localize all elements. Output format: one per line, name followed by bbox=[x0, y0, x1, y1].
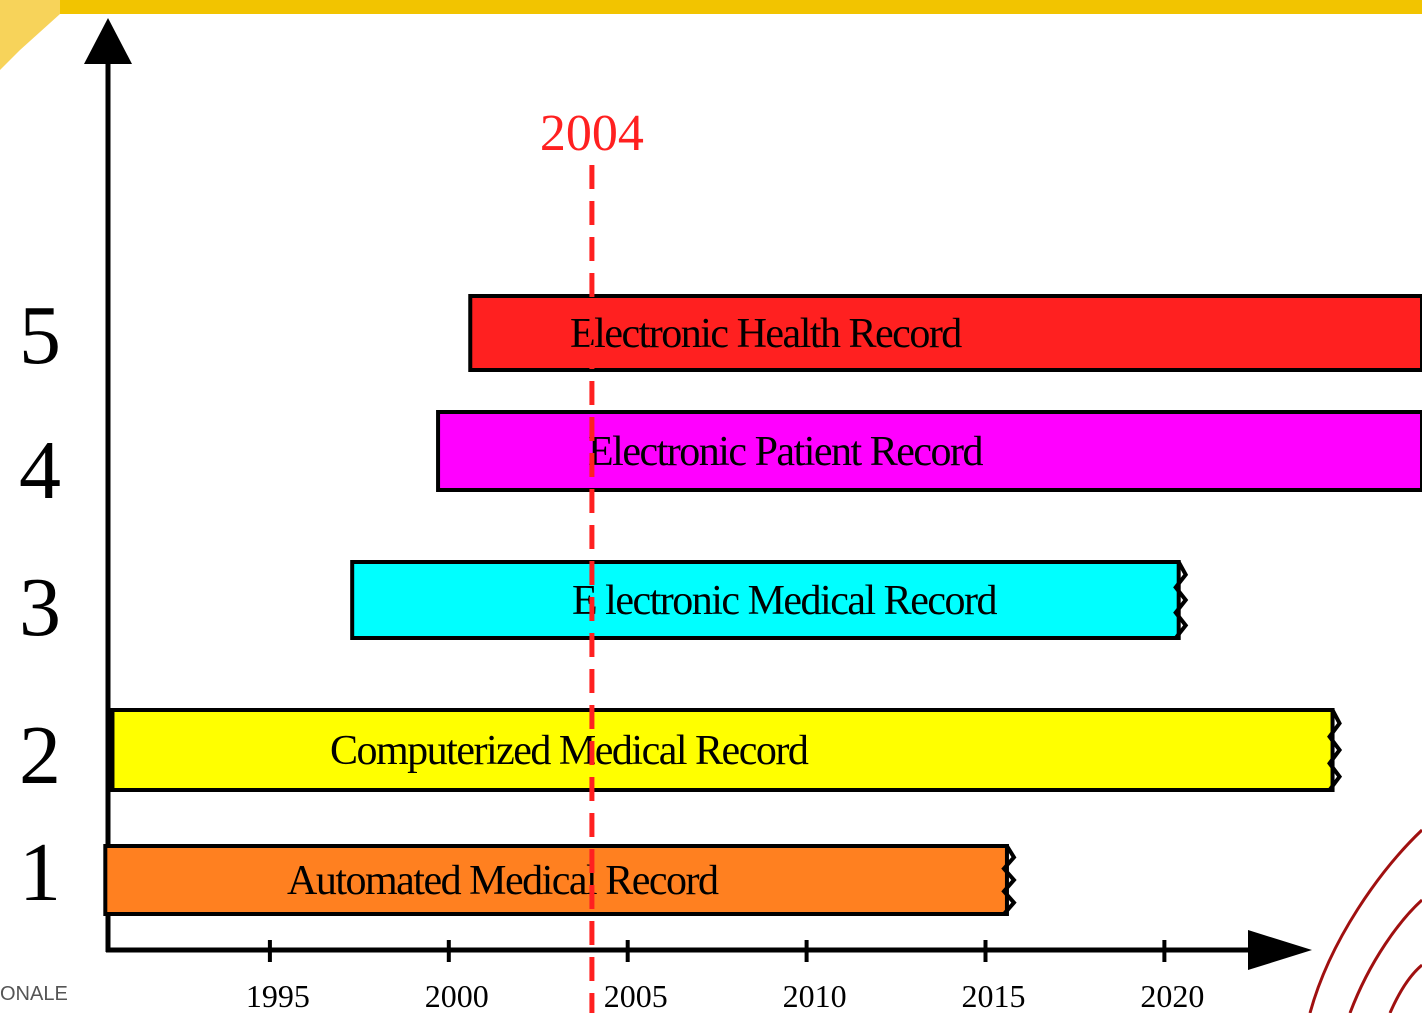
y-category-label: 1 bbox=[19, 826, 61, 919]
y-category-label: 5 bbox=[19, 289, 61, 382]
bar-label: Electronic Patient Record bbox=[588, 429, 984, 475]
marker-label: 2004 bbox=[540, 105, 644, 162]
corner-decoration bbox=[0, 0, 60, 70]
top-band bbox=[60, 0, 1422, 14]
x-axis-arrow bbox=[1248, 930, 1312, 970]
bar-label: Electronic Health Record bbox=[570, 311, 962, 357]
y-axis-arrow bbox=[84, 18, 132, 64]
x-tick-label: 2015 bbox=[961, 978, 1025, 1013]
x-tick-label: 2010 bbox=[783, 978, 847, 1013]
x-tick-label: 2020 bbox=[1140, 978, 1204, 1013]
logo-text: ONALE bbox=[0, 983, 68, 1005]
y-category-label: 2 bbox=[19, 709, 61, 802]
x-tick-label: 1995 bbox=[246, 978, 310, 1013]
bar-label: Computerized Medical Record bbox=[330, 728, 809, 774]
bar-label: E lectronic Medical Record bbox=[572, 578, 997, 624]
arc-decoration bbox=[1310, 830, 1422, 1013]
chart: ONALE 1 2 3 4 5 1995 2000 2005 2010 2015 2020 Autom… bbox=[0, 0, 1422, 1013]
x-tick-label: 2000 bbox=[425, 978, 489, 1013]
y-category-label: 4 bbox=[19, 424, 61, 517]
x-tick-label: 2005 bbox=[604, 978, 668, 1013]
y-category-label: 3 bbox=[19, 561, 61, 654]
bar-label: Automated Medical Record bbox=[287, 858, 719, 904]
